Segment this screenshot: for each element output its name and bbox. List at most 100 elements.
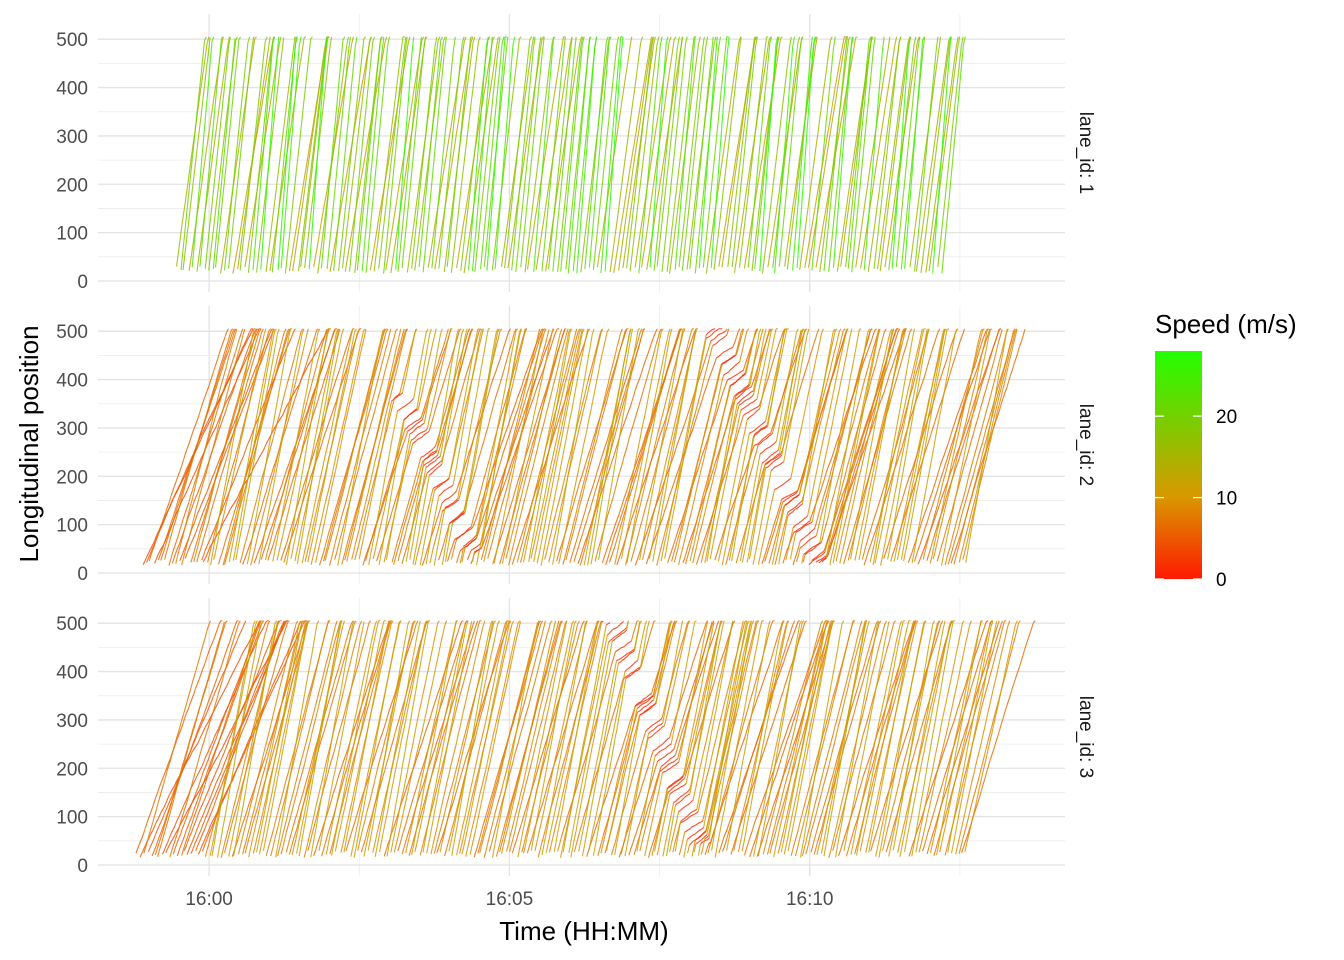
vehicle-trajectory [281, 343, 285, 352]
vehicle-trajectory [489, 36, 493, 58]
vehicle-trajectory [248, 172, 252, 189]
vehicle-trajectory [386, 152, 390, 168]
vehicle-trajectory [813, 225, 817, 236]
vehicle-trajectory [220, 98, 224, 116]
vehicle-trajectory [778, 123, 782, 139]
vehicle-trajectory [502, 160, 506, 177]
vehicle-trajectory [200, 500, 204, 505]
vehicle-trajectory [594, 234, 598, 252]
vehicle-trajectory [474, 131, 478, 148]
vehicle-trajectory [780, 36, 783, 40]
vehicle-trajectory [312, 527, 316, 538]
vehicle-trajectory [306, 55, 310, 73]
vehicle-trajectory [522, 231, 525, 249]
vehicle-trajectory [247, 348, 251, 358]
vehicle-trajectory [930, 243, 934, 258]
vehicle-trajectory [891, 243, 895, 269]
vehicle-trajectory [207, 482, 211, 488]
vehicle-trajectory [473, 228, 477, 250]
vehicle-trajectory [261, 333, 265, 343]
vehicle-trajectory [733, 82, 737, 100]
vehicle-trajectory [188, 482, 192, 488]
vehicle-trajectory [452, 242, 456, 258]
vehicle-trajectory [629, 256, 633, 272]
vehicle-trajectory [360, 166, 364, 177]
vehicle-trajectory [872, 36, 876, 51]
vehicle-trajectory [197, 412, 201, 419]
vehicle-trajectory [368, 170, 372, 191]
vehicle-trajectory [253, 463, 257, 468]
vehicle-trajectory [649, 47, 653, 64]
vehicle-trajectory [182, 234, 186, 252]
vehicle-trajectory [685, 122, 689, 143]
vehicle-trajectory [715, 239, 719, 255]
vehicle-trajectory [211, 421, 215, 428]
vehicle-trajectory [457, 111, 461, 123]
vehicle-trajectory [290, 489, 294, 498]
vehicle-trajectory [286, 372, 292, 385]
vehicle-trajectory [272, 114, 276, 132]
vehicle-trajectory [213, 427, 217, 432]
vehicle-trajectory [531, 194, 535, 210]
vehicle-trajectory [228, 508, 231, 513]
vehicle-trajectory [662, 102, 666, 116]
vehicle-trajectory [165, 546, 169, 553]
vehicle-trajectory [155, 534, 159, 540]
vehicle-trajectory [827, 40, 831, 55]
vehicle-trajectory [222, 454, 226, 460]
vehicle-trajectory [191, 492, 195, 501]
vehicle-trajectory [843, 112, 847, 135]
vehicle-trajectory [272, 551, 276, 562]
vehicle-trajectory [305, 159, 309, 171]
vehicle-trajectory [490, 116, 496, 157]
vehicle-trajectory [220, 342, 224, 348]
vehicle-trajectory [498, 201, 502, 225]
vehicle-trajectory [713, 36, 717, 45]
vehicle-trajectory [484, 74, 488, 86]
vehicle-trajectory [723, 220, 727, 232]
vehicle-trajectory [666, 203, 670, 221]
vehicle-trajectory [512, 233, 516, 253]
vehicle-trajectory [747, 97, 751, 114]
vehicle-trajectory [238, 110, 242, 130]
vehicle-trajectory [878, 138, 881, 151]
vehicle-trajectory [686, 254, 690, 270]
vehicle-trajectory [186, 513, 189, 522]
vehicle-trajectory [290, 80, 294, 105]
vehicle-trajectory [694, 100, 698, 118]
vehicle-trajectory [902, 232, 906, 252]
vehicle-trajectory [288, 410, 292, 417]
vehicle-trajectory [208, 216, 212, 234]
vehicle-trajectory [182, 513, 186, 519]
vehicle-trajectory [537, 151, 540, 167]
vehicle-trajectory [261, 208, 265, 225]
vehicle-trajectory [268, 52, 272, 63]
vehicle-trajectory [848, 36, 851, 40]
vehicle-trajectory [308, 476, 312, 484]
vehicle-trajectory [313, 110, 317, 123]
vehicle-trajectory [350, 380, 354, 390]
vehicle-trajectory [507, 256, 511, 269]
vehicle-trajectory [229, 393, 233, 399]
vehicle-trajectory [239, 210, 245, 233]
vehicle-trajectory [187, 511, 191, 517]
vehicle-trajectory [314, 128, 318, 144]
vehicle-trajectory [271, 418, 275, 428]
vehicle-trajectory [436, 103, 440, 124]
vehicle-trajectory [216, 401, 220, 406]
vehicle-trajectory [768, 36, 772, 42]
vehicle-trajectory [320, 112, 324, 128]
vehicle-trajectory [477, 159, 481, 173]
vehicle-trajectory [603, 61, 607, 77]
vehicle-trajectory [267, 338, 271, 344]
vehicle-trajectory [676, 58, 680, 71]
vehicle-trajectory [170, 552, 174, 560]
vehicle-trajectory [289, 358, 295, 373]
vehicle-trajectory [169, 520, 174, 533]
vehicle-trajectory [458, 59, 462, 78]
vehicle-trajectory [449, 146, 452, 164]
vehicle-trajectory [700, 201, 704, 220]
vehicle-trajectory [688, 185, 692, 203]
vehicle-trajectory [441, 215, 445, 233]
vehicle-trajectory [633, 189, 637, 207]
